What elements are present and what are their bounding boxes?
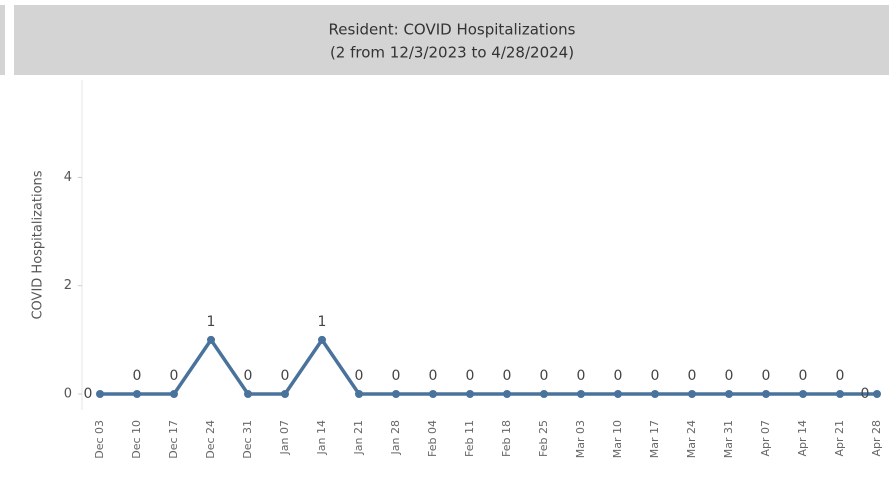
data-label: 0 [836, 368, 845, 384]
x-tick-label: Apr 28 [870, 420, 883, 457]
y-tick-label: 0 [64, 387, 72, 402]
point [503, 390, 511, 398]
data-label: 0 [577, 368, 586, 384]
x-tick-label: Mar 24 [685, 420, 698, 458]
x-tick-label: Dec 17 [167, 420, 180, 459]
point [725, 390, 733, 398]
point [207, 335, 215, 344]
x-tick-label: Feb 25 [537, 420, 550, 457]
x-tick-label: Feb 18 [500, 420, 513, 457]
data-label: 0 [84, 386, 93, 402]
data-label: 0 [281, 368, 290, 384]
data-label: 0 [133, 368, 142, 384]
point [244, 390, 252, 398]
point [762, 390, 770, 398]
line [100, 338, 877, 396]
x-tick-label: Feb 11 [463, 420, 476, 457]
x-tick-label: Apr 21 [833, 420, 846, 457]
side-panel [0, 5, 5, 75]
x-tick-label: Apr 07 [759, 420, 772, 457]
point [281, 390, 289, 398]
point [836, 390, 844, 398]
data-label: 0 [244, 368, 253, 384]
point [873, 390, 881, 398]
data-label: 0 [540, 368, 549, 384]
point [392, 390, 400, 398]
point [540, 390, 548, 398]
x-tick-label: Mar 17 [648, 420, 661, 458]
y-tick-label: 4 [64, 170, 72, 185]
data-label: 1 [207, 314, 216, 330]
x-tick-label: Dec 24 [204, 420, 217, 459]
data-label: 0 [861, 386, 870, 402]
data-label: 0 [429, 368, 438, 384]
point [96, 390, 104, 398]
data-label: 0 [651, 368, 660, 384]
data-label: 0 [799, 368, 808, 384]
data-label: 0 [503, 368, 512, 384]
x-tick-label: Dec 03 [93, 420, 106, 459]
point [577, 390, 585, 398]
x-tick-label: Dec 10 [130, 420, 143, 459]
data-label: 0 [466, 368, 475, 384]
x-tick-label: Mar 31 [722, 420, 735, 458]
x-tick-label: Jan 07 [278, 420, 291, 455]
data-label: 0 [170, 368, 179, 384]
x-tick-label: Mar 10 [611, 420, 624, 458]
point [688, 390, 696, 398]
data-label: 0 [725, 368, 734, 384]
point [355, 390, 363, 398]
x-tick-label: Jan 21 [352, 420, 365, 455]
point [133, 390, 141, 398]
point [466, 390, 474, 398]
chart-title: Resident: COVID Hospitalizations [329, 21, 576, 39]
point [429, 390, 437, 398]
data-label: 0 [392, 368, 401, 384]
data-label: 0 [614, 368, 623, 384]
data-label: 0 [688, 368, 697, 384]
x-tick-label: Mar 03 [574, 420, 587, 458]
data-label: 0 [762, 368, 771, 384]
header-bar [14, 5, 889, 75]
x-tick-label: Jan 28 [389, 420, 402, 455]
point [170, 390, 178, 398]
data-label: 1 [318, 314, 327, 330]
data-label: 0 [355, 368, 364, 384]
x-tick-label: Feb 04 [426, 420, 439, 457]
point [651, 390, 659, 398]
y-tick-label: 2 [64, 278, 72, 293]
x-tick-label: Apr 14 [796, 420, 809, 457]
point [614, 390, 622, 398]
x-tick-label: Dec 31 [241, 420, 254, 459]
chart-subtitle: (2 from 12/3/2023 to 4/28/2024) [330, 44, 574, 62]
x-tick-label: Jan 14 [315, 420, 328, 455]
point [799, 390, 807, 398]
point [318, 335, 326, 344]
y-axis-label: COVID Hospitalizations [31, 170, 46, 319]
